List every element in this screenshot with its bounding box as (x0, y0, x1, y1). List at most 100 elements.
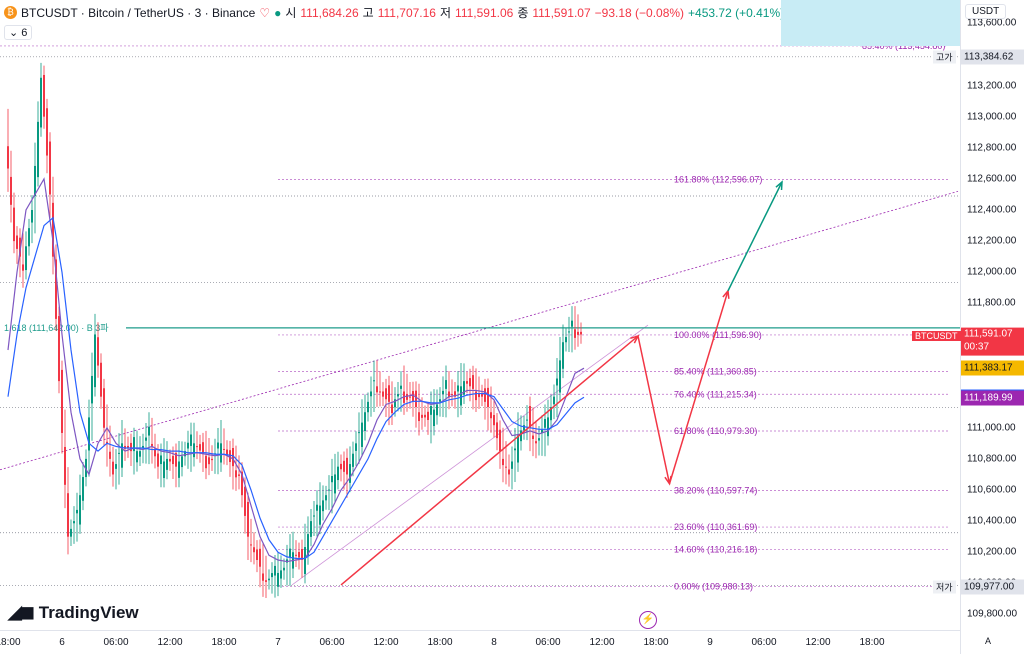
candle-body (157, 453, 159, 467)
candle-body (61, 369, 63, 433)
candle-body (487, 387, 489, 408)
x-tick-label: 12:00 (373, 637, 399, 648)
candle-body (19, 237, 21, 257)
candle-body (568, 331, 570, 333)
candle-body (16, 235, 18, 249)
candle-body (298, 552, 300, 558)
candle-body (58, 316, 60, 382)
candle-body (400, 385, 402, 389)
candle-body (421, 414, 423, 418)
candle-body (28, 228, 30, 247)
candle-body (211, 458, 213, 461)
candle-body (142, 445, 144, 449)
time-axis[interactable]: 18:00 6 06:00 12:00 18:00 7 06:00 12:00 18:00 8 06… (0, 630, 960, 655)
candle-body (232, 448, 234, 467)
candle-body (439, 399, 441, 402)
fib-level-label: 161.80% (112,596.07) (674, 175, 762, 185)
x-tick-label: 06:00 (751, 637, 777, 648)
candle-body (133, 437, 135, 452)
candle-body (295, 554, 297, 556)
candle-body (244, 486, 246, 516)
candle-body (163, 461, 165, 479)
candle-body (367, 401, 369, 413)
wave-arrow (637, 335, 671, 484)
candle-body (373, 380, 375, 382)
candle-body (445, 380, 447, 389)
x-tick-label: 12:00 (157, 637, 183, 648)
candle-body (475, 391, 477, 401)
candle-body (37, 121, 39, 178)
change-value: −93.18 (−0.08%) (594, 5, 685, 20)
candle-body (31, 210, 33, 223)
candle-body (67, 493, 69, 537)
candle-body (325, 495, 327, 501)
open-label: 시 (285, 6, 297, 20)
tv-logo-icon: ◢◼ (8, 602, 35, 622)
currency-selector[interactable]: USDT (965, 4, 1007, 19)
candle-body (52, 202, 54, 257)
auto-scale-button[interactable]: A (985, 636, 992, 646)
candle-body (478, 394, 480, 398)
price-note: 저가 (933, 580, 956, 594)
candle-body (331, 476, 333, 483)
candle-body (121, 443, 123, 468)
y-tick-label: 113,200.00 (967, 80, 1017, 92)
indicator-toggle[interactable]: ⌄ 6 (4, 25, 33, 40)
candle-body (505, 466, 507, 468)
tradingview-logo[interactable]: ◢◼ TradingView (8, 602, 139, 623)
candle-body (235, 470, 237, 478)
candle-body (259, 548, 261, 567)
wave-arrow (727, 181, 783, 292)
candle-body (397, 394, 399, 397)
candle-body (544, 418, 546, 428)
candle-body (238, 474, 240, 476)
candle-body (328, 489, 330, 491)
x-tick-label: 18:00 (211, 637, 237, 648)
candle-body (247, 501, 249, 537)
candle-body (346, 457, 348, 475)
x-tick-label: 18:00 (427, 637, 453, 648)
wave-arrow (340, 335, 639, 586)
candle-body (148, 426, 150, 436)
candle-body (412, 391, 414, 402)
candle-body (88, 417, 90, 451)
candle-body (106, 441, 108, 444)
candle-body (160, 455, 162, 465)
candle-body (70, 528, 72, 537)
high-label: 고 (362, 6, 374, 20)
candle-body (577, 331, 579, 335)
candle-body (493, 415, 495, 426)
high-value: 111,707.16 (377, 5, 436, 20)
fib-level-label: 14.60% (110,216.18) (674, 545, 757, 555)
candle-body (427, 411, 429, 420)
candle-body (196, 446, 198, 448)
heart-icon[interactable]: ♡ (259, 5, 271, 20)
candle-body (268, 578, 270, 581)
price-chart[interactable]: 161.80% (112,596.07) 100.00% (111,596.90)… (0, 0, 960, 630)
candle-body (199, 444, 201, 451)
candle-body (100, 362, 102, 397)
open-value: 111,684.26 (300, 5, 359, 20)
candle-body (379, 391, 381, 393)
x-tick-label: 06:00 (319, 637, 345, 648)
candle-body (226, 449, 228, 456)
candle-body (451, 394, 453, 396)
candle-body (415, 390, 417, 408)
price-axis[interactable]: 113,600.00113,400.00113,200.00113,000.00… (960, 0, 1024, 654)
candle-body (223, 448, 225, 450)
symbol-title[interactable]: BTCUSDT · Bitcoin / TetherUS · 3 · Binan… (21, 5, 256, 20)
candle-body (514, 448, 516, 451)
candle-body (187, 442, 189, 449)
candle-body (553, 396, 555, 405)
candle-body (40, 77, 42, 128)
x-tick-label: 12:00 (589, 637, 615, 648)
candle-body (472, 375, 474, 389)
ma-slow-line (7, 216, 585, 560)
candle-body (94, 334, 96, 388)
lightning-icon[interactable]: ⚡ (639, 611, 657, 629)
candle-body (388, 385, 390, 402)
y-tick-label: 113,000.00 (967, 111, 1017, 123)
candle-body (433, 409, 435, 427)
candle-body (277, 572, 279, 587)
candle-body (394, 399, 396, 408)
